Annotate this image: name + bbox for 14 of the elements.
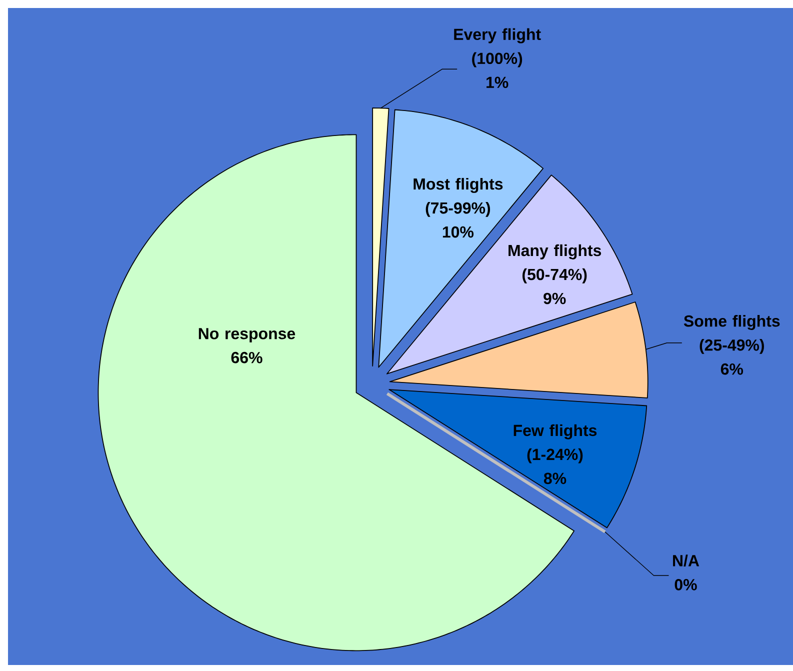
slice-label: Some flights (25-49%) xyxy=(684,315,780,354)
data-label: 9% xyxy=(544,292,566,304)
text: 0% xyxy=(674,579,697,590)
data-label: 66% xyxy=(231,352,262,364)
data-label: 6% xyxy=(720,363,744,375)
slice-label: Many flights (50-74%) xyxy=(508,244,602,284)
data-label: 1% xyxy=(486,76,508,88)
data-label: 10% xyxy=(442,226,474,238)
slice-label: Most flights (75-99%) xyxy=(414,178,503,217)
data-label: 8% xyxy=(544,472,566,484)
slice-label: No response xyxy=(198,328,296,342)
slice-label: Every flight (100%) xyxy=(454,28,541,68)
category-label: N/A xyxy=(673,554,700,567)
slice-label: Few flights (1-24%) xyxy=(514,424,597,464)
